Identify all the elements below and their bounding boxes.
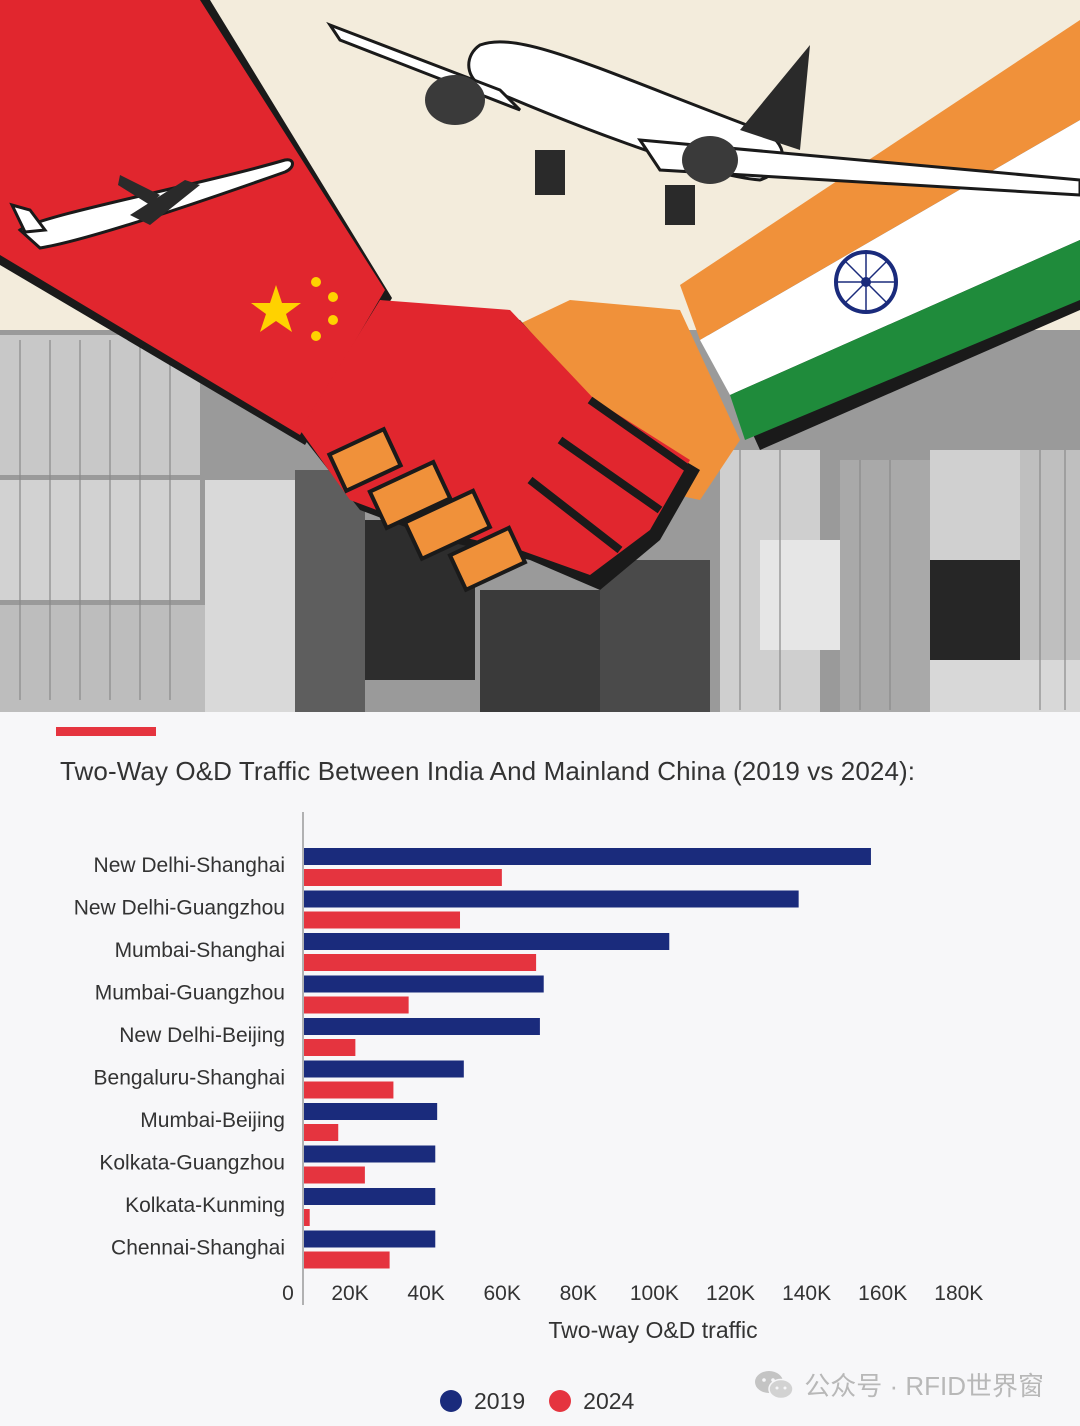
- category-label: Mumbai-Guangzhou: [95, 982, 285, 1005]
- category-label: Bengaluru-Shanghai: [94, 1067, 285, 1090]
- x-tick-label: 60K: [484, 1282, 521, 1305]
- bar-2024: [304, 1251, 390, 1269]
- bars: [304, 848, 871, 1269]
- bar-2019: [304, 890, 799, 908]
- legend-dot-2019: [440, 1390, 462, 1412]
- legend-item-2019: 2019: [440, 1388, 525, 1415]
- category-label: Mumbai-Shanghai: [115, 939, 285, 962]
- x-tick-label: 160K: [858, 1282, 907, 1305]
- bar-2019: [304, 1230, 436, 1248]
- wechat-icon: [755, 1370, 794, 1399]
- category-label: Mumbai-Beijing: [140, 1109, 285, 1132]
- x-tick-label: 100K: [630, 1282, 679, 1305]
- bar-2024: [304, 954, 537, 971]
- x-axis-label: Two-way O&D traffic: [548, 1317, 757, 1343]
- category-label: New Delhi-Guangzhou: [74, 897, 285, 920]
- bar-2024: [304, 1166, 365, 1184]
- legend-dot-2024: [549, 1390, 572, 1412]
- x-tick-label: 40K: [407, 1282, 444, 1305]
- bar-2019: [304, 848, 871, 865]
- bar-2019: [304, 1018, 540, 1035]
- x-tick-label: 0: [282, 1282, 294, 1305]
- category-label: Chennai-Shanghai: [111, 1237, 285, 1260]
- handshake-icon: [300, 300, 740, 593]
- airplane-icon: [326, 21, 1080, 225]
- bar-2019: [304, 1103, 438, 1120]
- category-label: New Delhi-Shanghai: [94, 854, 285, 877]
- bar-2019: [304, 933, 670, 950]
- category-label: Kolkata-Kunming: [125, 1194, 285, 1217]
- china-flag-icon: [0, 0, 392, 445]
- bar-2024: [304, 1209, 310, 1226]
- bar-2024: [304, 869, 502, 886]
- bar-2024: [304, 1124, 339, 1141]
- category-label: New Delhi-Beijing: [119, 1024, 285, 1047]
- legend-item-2024: 2024: [549, 1388, 634, 1415]
- bar-2024: [304, 1039, 356, 1056]
- airplane-icon: [9, 158, 294, 250]
- legend: 2019 2024: [440, 1386, 658, 1416]
- watermark-text: 公众号 · RFID世界窗: [804, 1371, 1044, 1401]
- hero-illustration: [0, 0, 1080, 712]
- x-tick-label: 140K: [782, 1282, 831, 1305]
- category-labels: New Delhi-Shanghai New Delhi-Guangzhou Mum…: [74, 854, 285, 1260]
- bar-2019: [304, 975, 544, 993]
- bar-chart: New Delhi-Shanghai New Delhi-Guangzhou Mum…: [74, 812, 983, 1343]
- category-label: Kolkata-Guangzhou: [99, 1152, 285, 1175]
- x-tick-label: 20K: [331, 1282, 368, 1305]
- legend-label-2019: 2019: [474, 1387, 526, 1414]
- bar-2019: [304, 1188, 436, 1205]
- x-tick-label: 80K: [560, 1282, 597, 1305]
- bar-2024: [304, 911, 461, 929]
- x-tick-labels: 0 20K 40K 60K 80K 100K 120K 140K 160K 180K: [282, 1282, 983, 1305]
- bar-2024: [304, 996, 409, 1014]
- bar-2024: [304, 1081, 394, 1099]
- legend-label-2024: 2024: [583, 1387, 635, 1414]
- watermark: 公众号 · RFID世界窗: [754, 1366, 1044, 1403]
- bar-2019: [304, 1060, 464, 1078]
- bar-2019: [304, 1145, 436, 1163]
- accent-bar: [56, 727, 156, 736]
- chart-title: Two-Way O&D Traffic Between India And Ma…: [60, 756, 916, 786]
- x-tick-label: 180K: [934, 1282, 983, 1305]
- x-tick-label: 120K: [706, 1282, 755, 1305]
